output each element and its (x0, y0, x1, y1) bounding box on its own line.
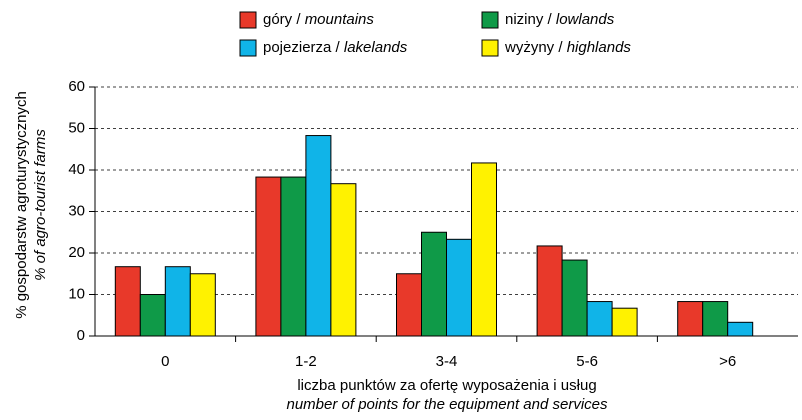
y-axis-label: % gospodarstw agroturystycznych (13, 91, 30, 319)
legend-label: wyżyny / highlands (504, 39, 631, 56)
y-tick-label: 50 (68, 119, 85, 136)
legend-label: pojezierza / lakelands (263, 39, 408, 56)
bar (677, 301, 704, 337)
x-tick-label: 5-6 (576, 353, 598, 370)
y-tick-label: 10 (68, 285, 85, 302)
y-axis-label-en: % of agro-tourist farms (32, 129, 49, 281)
legend-label-part: mountains (305, 11, 375, 28)
bar (536, 245, 563, 337)
legend-label-part: lakelands (344, 39, 408, 56)
bar (139, 294, 166, 337)
legend-label-part: wyżyny / (504, 39, 567, 56)
legend-swatch (481, 39, 499, 57)
x-tick-label: 3-4 (436, 353, 458, 370)
legend-label: góry / mountains (263, 11, 374, 28)
bar (396, 273, 422, 337)
bar (727, 321, 754, 337)
bar (702, 301, 729, 337)
bar (561, 259, 588, 337)
bar (421, 231, 447, 337)
y-tick-label: 40 (68, 161, 85, 178)
bar (446, 238, 472, 337)
legend-label-part: góry / (263, 11, 305, 28)
x-axis-label-en: number of points for the equipment and s… (286, 396, 608, 413)
legend-label-part: pojezierza / (263, 39, 344, 56)
x-axis-label: liczba punktów za ofertę wyposażenia i u… (297, 377, 596, 394)
y-tick-label: 20 (68, 244, 85, 261)
legend-swatch (239, 39, 257, 57)
bar (305, 135, 332, 337)
bar (611, 307, 638, 337)
y-tick-label: 30 (68, 202, 85, 219)
bar (586, 301, 613, 337)
legend-label: niziny / lowlands (505, 11, 615, 28)
bar (255, 176, 282, 337)
bar (189, 273, 216, 337)
x-tick-label: 1-2 (295, 353, 317, 370)
legend-label-part: niziny / (505, 11, 556, 28)
legend-swatch (481, 11, 499, 29)
legend-label-part: highlands (567, 39, 632, 56)
bar (114, 266, 141, 337)
y-tick-label: 60 (68, 78, 85, 95)
legend-swatch (239, 11, 257, 29)
bar (330, 183, 357, 337)
legend-label-part: lowlands (556, 11, 615, 28)
x-tick-label: 0 (161, 353, 169, 370)
x-tick-label: >6 (719, 353, 736, 370)
y-tick-label: 0 (77, 327, 85, 344)
bar (471, 162, 497, 337)
bar (164, 266, 191, 337)
bar (280, 176, 307, 337)
